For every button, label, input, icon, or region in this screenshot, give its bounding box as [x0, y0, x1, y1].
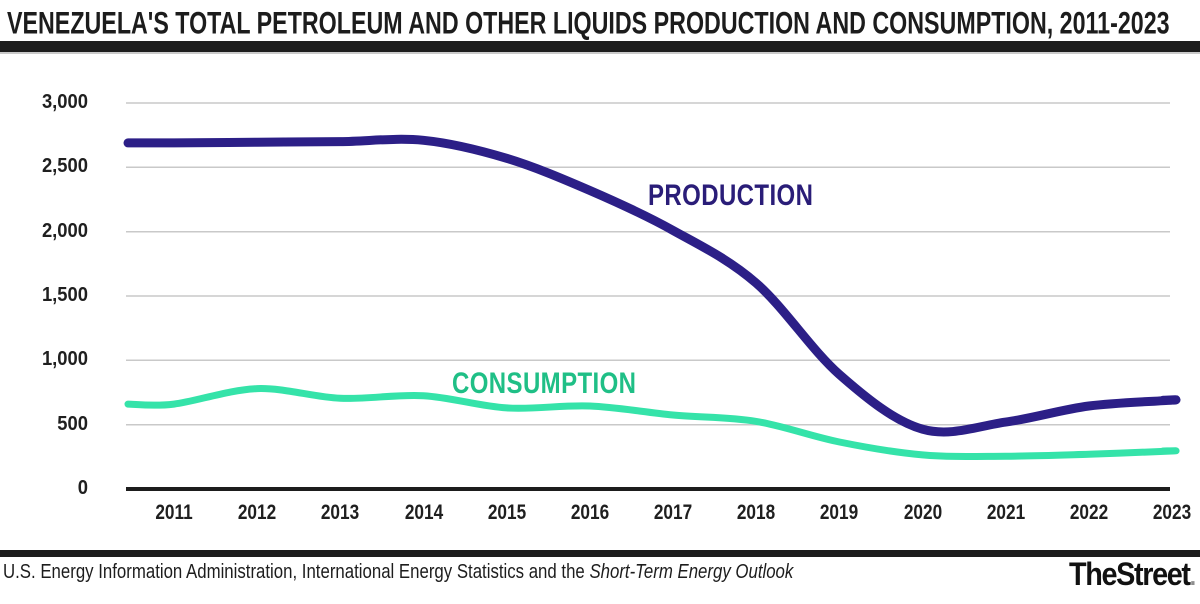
brand-logo: TheStreet.	[1069, 556, 1196, 593]
x-axis-tick-label: 2011	[155, 501, 193, 524]
x-axis-tick-label: 2019	[820, 501, 859, 524]
brand-dot: .	[1189, 561, 1196, 591]
consumption-line	[124, 385, 1180, 460]
source-attribution: U.S. Energy Information Administration, …	[3, 561, 793, 584]
production-line	[123, 134, 1181, 437]
x-axis-tick-label: 2017	[653, 501, 693, 524]
y-axis-tick-label: 0	[77, 477, 88, 499]
y-axis-tick-label: 500	[57, 412, 88, 435]
y-axis-tick-label: 1,000	[41, 348, 88, 371]
x-axis-tick-label: 2015	[487, 501, 526, 524]
top-rule-shadow	[0, 52, 1200, 54]
y-axis-tick-label: 3,000	[41, 91, 88, 113]
x-axis-tick-label: 2016	[570, 501, 609, 524]
y-axis-tick-label: 2,000	[41, 219, 88, 242]
x-axis-tick-label: 2013	[321, 501, 360, 524]
x-axis-tick-label: 2023	[1152, 501, 1192, 524]
brand-wordmark: TheStreet	[1069, 556, 1191, 592]
y-axis-tick-label: 1,500	[41, 284, 88, 306]
chart-title: VENEZUELA'S TOTAL PETROLEUM AND OTHER LI…	[7, 5, 1170, 41]
x-axis-tick-label: 2012	[238, 501, 277, 524]
x-axis-tick-label: 2020	[903, 501, 942, 524]
x-axis-tick-label: 2014	[404, 501, 443, 524]
x-axis-tick-label: 2018	[737, 501, 776, 524]
x-axis-tick-label: 2021	[986, 501, 1025, 524]
footer-rule	[0, 550, 1200, 557]
source-text-italic: Short-Term Energy Outlook	[589, 561, 794, 583]
top-rule	[0, 41, 1200, 52]
x-axis-tick-label: 2022	[1069, 501, 1109, 524]
consumption-series-label: CONSUMPTION	[452, 367, 637, 400]
y-axis-tick-label: 2,500	[41, 155, 88, 178]
source-text: U.S. Energy Information Administration, …	[3, 561, 590, 583]
production-series-label: PRODUCTION	[648, 179, 814, 212]
